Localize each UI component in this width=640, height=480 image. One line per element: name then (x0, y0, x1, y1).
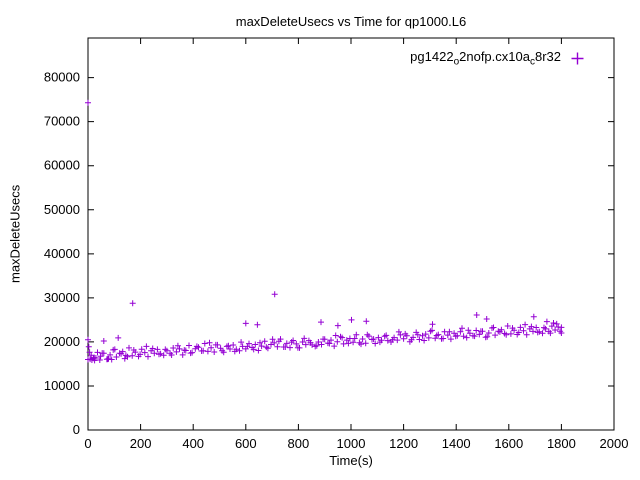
plot-frame (87, 37, 615, 431)
x-axis-label: Time(s) (329, 453, 373, 468)
legend-label-part: pg1422 (410, 49, 454, 64)
y-tick-label: 60000 (44, 158, 80, 173)
x-tick-label: 2000 (600, 436, 629, 451)
legend-marker-path (571, 52, 584, 65)
y-tick-label: 20000 (44, 334, 80, 349)
x-tick-label: 200 (130, 436, 152, 451)
data-points (85, 99, 565, 364)
y-tick-label: 80000 (44, 70, 80, 85)
y-tick-label: 50000 (44, 202, 80, 217)
x-tick-label: 1600 (494, 436, 523, 451)
x-tick-label: 0 (84, 436, 91, 451)
legend-label-part: o (453, 56, 460, 68)
y-tick-label: 70000 (44, 114, 80, 129)
legend: pg1422o2nofp.cx10ac8r32 (410, 49, 585, 68)
y-tick-label: 30000 (44, 290, 80, 305)
x-tick-label: 1200 (389, 436, 418, 451)
y-axis-label: maxDeleteUsecs (7, 184, 23, 284)
x-tick-label: 1800 (547, 436, 576, 451)
x-tick-label: 1400 (442, 436, 471, 451)
chart-title: maxDeleteUsecs vs Time for qp1000.L6 (235, 14, 467, 29)
y-tick-label: 10000 (44, 378, 80, 393)
x-tick-label: 1000 (337, 436, 366, 451)
legend-label-part: 2nofp.cx10a (459, 49, 530, 64)
x-tick-label: 600 (235, 436, 257, 451)
legend-label: pg1422o2nofp.cx10ac8r32 (410, 49, 561, 68)
legend-label-part: c (529, 56, 535, 68)
x-tick-label: 400 (182, 436, 204, 451)
y-tick-label: 40000 (44, 246, 80, 261)
legend-plus-marker-icon (571, 52, 584, 65)
y-tick-label: 0 (73, 422, 80, 437)
legend-label-part: 8r32 (534, 49, 561, 64)
x-tick-label: 800 (288, 436, 310, 451)
